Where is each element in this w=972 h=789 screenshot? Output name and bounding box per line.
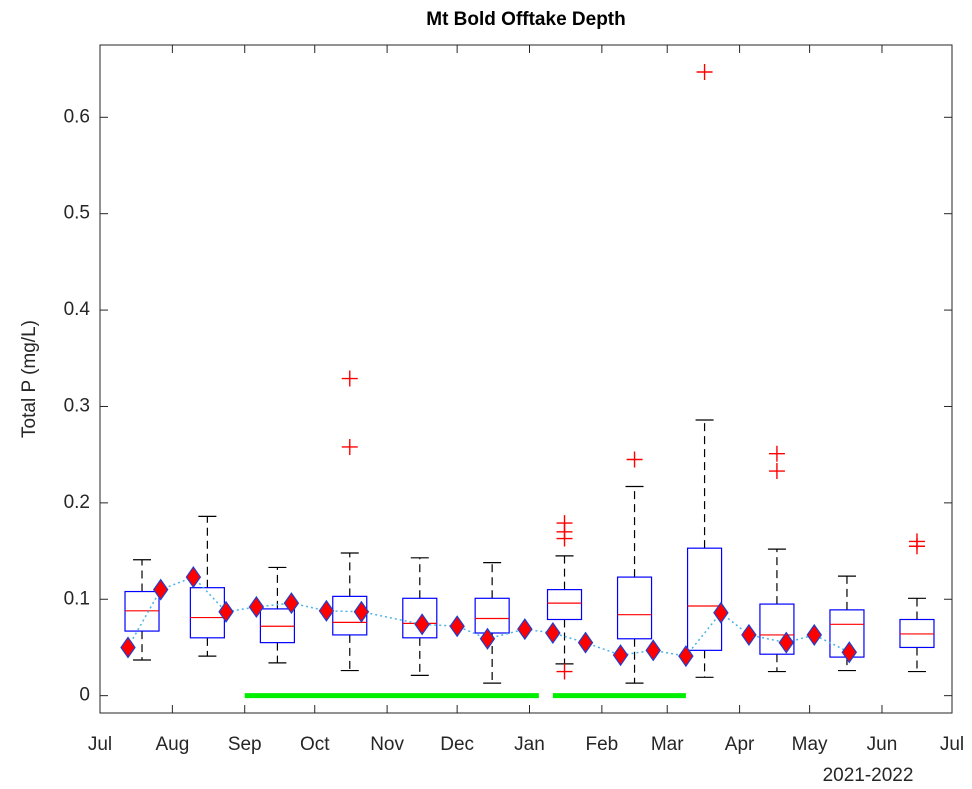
x-tick-label: Sep bbox=[228, 734, 262, 755]
y-tick-label: 0.4 bbox=[64, 299, 91, 320]
point bbox=[841, 641, 858, 664]
x-tick-label: Jul bbox=[88, 734, 112, 755]
point bbox=[283, 592, 300, 615]
x-tick-label: Jun bbox=[867, 734, 898, 755]
outlier bbox=[768, 445, 785, 462]
point bbox=[318, 599, 335, 622]
box bbox=[332, 595, 368, 636]
point bbox=[577, 631, 594, 654]
point bbox=[545, 621, 561, 645]
point bbox=[414, 613, 430, 636]
y-tick-label: 0.2 bbox=[64, 492, 90, 513]
outlier bbox=[768, 463, 785, 480]
outlier bbox=[908, 533, 925, 550]
y-tick-label: 0.6 bbox=[64, 106, 90, 127]
x-tick-label: Dec bbox=[440, 734, 474, 755]
x-tick-label: Jul bbox=[940, 734, 964, 755]
x-tick-label: Jan bbox=[514, 734, 545, 755]
outlier bbox=[556, 663, 573, 680]
point bbox=[185, 566, 202, 589]
box bbox=[759, 603, 795, 655]
point bbox=[353, 600, 370, 623]
point bbox=[741, 623, 757, 646]
point bbox=[120, 636, 136, 659]
point bbox=[248, 595, 265, 619]
point bbox=[806, 623, 823, 646]
box bbox=[474, 597, 510, 634]
y-tick-label: 0.5 bbox=[64, 203, 90, 224]
point bbox=[678, 645, 694, 668]
y-tick-label: 0.1 bbox=[64, 588, 90, 609]
box bbox=[546, 589, 583, 621]
box bbox=[402, 597, 438, 639]
y-tick-label: 0 bbox=[79, 685, 90, 706]
point bbox=[479, 627, 496, 650]
point bbox=[713, 601, 729, 624]
point bbox=[449, 615, 465, 638]
point bbox=[645, 639, 661, 662]
box bbox=[616, 576, 653, 640]
outlier bbox=[341, 438, 358, 455]
series-line bbox=[127, 576, 850, 657]
x-tick-label: Feb bbox=[585, 734, 618, 755]
y-tick-label: 0.3 bbox=[64, 395, 90, 416]
outlier bbox=[341, 370, 358, 387]
outlier bbox=[626, 451, 643, 468]
box bbox=[686, 547, 723, 651]
point bbox=[778, 631, 795, 654]
point bbox=[152, 578, 169, 601]
x-axis-label: 2021-2022 bbox=[823, 765, 914, 786]
point bbox=[218, 600, 234, 623]
outlier bbox=[556, 515, 573, 532]
x-tick-label: Apr bbox=[725, 734, 755, 755]
x-tick-label: May bbox=[792, 734, 828, 755]
point bbox=[517, 618, 533, 641]
x-tick-label: Mar bbox=[651, 734, 684, 755]
plot-content bbox=[120, 63, 935, 699]
x-tick-label: Oct bbox=[300, 734, 330, 755]
point bbox=[612, 644, 629, 667]
chart-title: Mt Bold Offtake Depth bbox=[426, 9, 626, 30]
outlier bbox=[696, 63, 713, 80]
y-axis-label: Total P (mg/L) bbox=[19, 320, 40, 438]
x-tick-label: Aug bbox=[155, 734, 189, 755]
plot-area bbox=[99, 44, 953, 714]
x-tick-label: Nov bbox=[370, 734, 404, 755]
